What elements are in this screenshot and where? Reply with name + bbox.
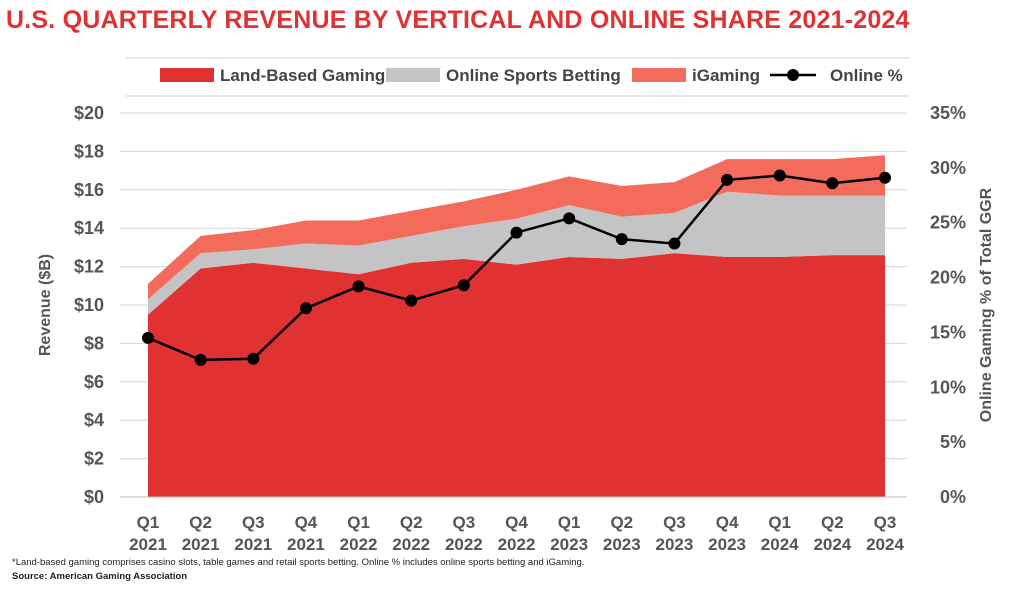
area-igaming [148,155,885,300]
x-tick-quarter: Q3 [663,513,686,532]
source-note: Source: American Gaming Association [12,571,188,582]
online-pct-point [405,294,418,307]
online-pct-point [247,352,260,365]
x-tick-quarter: Q2 [189,513,212,532]
x-tick-year: 2022 [445,535,483,554]
legend-label: iGaming [692,66,760,85]
x-tick-year: 2022 [498,535,536,554]
online-pct-point [299,302,312,315]
y-axis-right-label: Online Gaming % of Total GGR [978,187,995,422]
x-tick-quarter: Q1 [768,513,791,532]
y-left-tick-label: $16 [74,180,104,200]
y-right-tick-label: 30% [930,158,966,178]
x-tick-year: 2022 [392,535,430,554]
y-right-tick-label: 5% [940,432,966,452]
y-right-tick-label: 20% [930,268,966,288]
area-land-based-gaming [148,253,885,497]
y-left-tick-label: $10 [74,295,104,315]
legend-label: Online % [830,66,903,85]
x-tick-year: 2021 [287,535,325,554]
x-tick-year: 2023 [656,535,694,554]
y-right-tick-label: 15% [930,322,966,342]
legend-swatch [386,68,440,82]
online-pct-point [352,280,365,293]
x-tick-year: 2024 [761,535,799,554]
online-pct-point [563,212,576,225]
online-pct-point [194,353,207,366]
y-left-tick-label: $20 [74,103,104,123]
footnote: *Land-based gaming comprises casino slot… [12,557,585,568]
y-left-tick-label: $18 [74,141,104,161]
legend: Land-Based Gaming Online Sports Betting iG… [126,57,910,97]
legend-swatch [160,68,214,82]
x-tick-year: 2023 [550,535,588,554]
x-tick-year: 2024 [866,535,904,554]
x-tick-year: 2023 [603,535,641,554]
x-tick-quarter: Q4 [716,513,739,532]
online-pct-point [668,237,681,250]
x-tick-quarter: Q2 [610,513,633,532]
y-right-tick-label: 0% [940,487,966,507]
x-tick-quarter: Q1 [137,513,160,532]
online-pct-point [142,331,154,344]
y-left-tick-label: $0 [84,487,104,507]
online-pct-point [773,169,786,182]
legend-label: Online Sports Betting [446,66,621,85]
x-tick-quarter: Q2 [400,513,423,532]
y-left-tick-label: $6 [84,372,104,392]
x-tick-year: 2021 [182,535,220,554]
x-tick-year: 2021 [129,535,167,554]
y-right-tick-label: 25% [930,213,966,233]
x-tick-quarter: Q1 [558,513,581,532]
y-left-tick-label: $2 [84,449,104,469]
x-tick-year: 2023 [708,535,746,554]
x-tick-quarter: Q3 [242,513,265,532]
area-online-sports-betting [148,191,885,315]
y-left-tick-label: $4 [84,410,104,430]
chart-title: U.S. QUARTERLY REVENUE BY VERTICAL AND O… [6,6,910,34]
x-tick-year: 2024 [813,535,851,554]
y-left-tick-label: $8 [84,333,104,353]
legend-marker [787,69,799,81]
y-axis-left-label: Revenue ($B) [37,254,54,356]
legend-label: Land-Based Gaming [220,66,385,85]
y-right-tick-label: 35% [930,103,966,123]
online-pct-point [721,173,734,186]
online-pct-point [879,171,891,184]
x-tick-year: 2021 [234,535,272,554]
x-tick-quarter: Q2 [821,513,844,532]
x-tick-quarter: Q1 [347,513,370,532]
x-tick-quarter: Q3 [874,513,897,532]
x-tick-quarter: Q3 [453,513,476,532]
y-left-tick-label: $12 [74,257,104,277]
online-pct-point [457,279,470,292]
x-tick-quarter: Q4 [295,513,318,532]
online-pct-point [510,226,523,239]
y-left-tick-label: $14 [74,218,104,238]
legend-swatch [632,68,686,82]
x-tick-year: 2022 [340,535,378,554]
online-pct-point [826,177,839,190]
y-right-tick-label: 10% [930,377,966,397]
online-pct-point [615,233,628,246]
x-tick-quarter: Q4 [505,513,528,532]
